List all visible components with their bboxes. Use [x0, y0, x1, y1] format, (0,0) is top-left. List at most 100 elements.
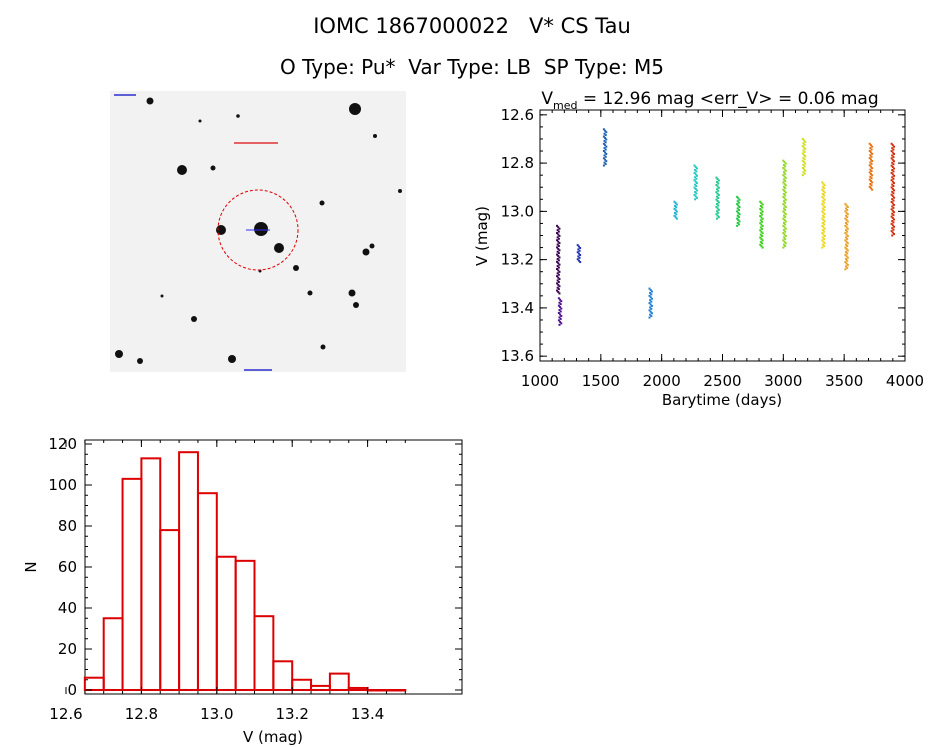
data-point [871, 181, 874, 184]
data-point [846, 206, 849, 209]
data-point [556, 229, 559, 232]
data-point [783, 175, 786, 178]
data-point [695, 192, 698, 195]
data-point [649, 296, 652, 299]
data-point [893, 152, 896, 155]
y-tick-label: 100 [48, 476, 77, 494]
data-point [891, 198, 894, 201]
data-point [822, 182, 825, 185]
data-point [559, 317, 562, 320]
data-point [782, 166, 785, 169]
data-point [893, 182, 896, 185]
data-point [759, 229, 762, 232]
data-point [759, 200, 762, 203]
data-point [892, 206, 895, 209]
data-point [783, 226, 786, 229]
data-point [557, 311, 560, 314]
data-point [891, 212, 894, 215]
data-point [802, 164, 805, 167]
data-point [556, 275, 559, 278]
data-point [605, 138, 608, 141]
data-point [695, 167, 698, 170]
data-point [782, 178, 785, 181]
data-point [869, 175, 872, 178]
data-point [845, 250, 847, 253]
data-point [737, 223, 740, 226]
data-point [761, 225, 764, 228]
x-tick-label: 13.4 [351, 705, 384, 723]
data-point [845, 233, 848, 236]
data-point [784, 191, 787, 194]
data-point [891, 219, 894, 222]
data-point [801, 145, 804, 148]
data-point [717, 204, 720, 207]
data-point [846, 208, 849, 211]
data-point [693, 186, 696, 189]
data-point [760, 209, 763, 212]
data-point [736, 195, 739, 198]
data-point [823, 216, 826, 219]
histogram-x-axis-label: V (mag) [243, 728, 303, 746]
data-point [891, 231, 894, 234]
data-point [784, 177, 787, 180]
data-point [557, 230, 560, 233]
data-point [892, 177, 895, 180]
data-point [579, 261, 582, 264]
data-point [674, 209, 677, 212]
data-point [846, 213, 849, 216]
data-point [822, 240, 825, 243]
star-field-stars [115, 97, 402, 364]
data-point [650, 315, 653, 318]
data-point [822, 219, 825, 222]
data-point [556, 236, 559, 239]
data-point [716, 200, 719, 203]
histogram-bar [196, 492, 218, 692]
data-point [579, 254, 582, 257]
data-point [869, 151, 872, 154]
data-point [556, 279, 559, 282]
data-point [759, 243, 762, 246]
data-point [557, 226, 560, 229]
data-point [823, 220, 826, 223]
data-point [821, 185, 824, 188]
data-point [603, 139, 606, 142]
data-point [761, 242, 764, 245]
histogram-bar [215, 555, 237, 691]
data-point [693, 171, 696, 174]
data-point [759, 219, 762, 222]
data-point [737, 216, 740, 219]
data-point [823, 234, 826, 237]
histogram-x-ticks: 12.6 12.8 13.0 13.2 13.4 [49, 440, 406, 723]
data-point [557, 288, 560, 291]
data-point [890, 186, 893, 189]
data-point [844, 239, 847, 242]
data-point [716, 202, 719, 205]
data-point [821, 181, 824, 184]
data-point [845, 236, 847, 239]
x-tick-label: 2000 [643, 372, 681, 390]
data-point [603, 161, 606, 164]
data-point [870, 162, 873, 165]
histogram-bar [328, 672, 350, 691]
data-point [650, 312, 653, 315]
data-point [870, 184, 873, 187]
data-point [890, 201, 893, 204]
data-point [784, 213, 787, 216]
data-point [823, 237, 826, 240]
data-point [737, 201, 740, 204]
data-point [890, 215, 893, 218]
data-point [783, 211, 786, 214]
data-point [890, 222, 893, 225]
data-point [604, 134, 607, 137]
data-point [891, 180, 894, 183]
data-point [784, 198, 787, 201]
data-point [868, 157, 871, 160]
data-point [844, 246, 847, 249]
light-curve-points [556, 128, 896, 326]
data-point [717, 201, 720, 204]
data-point [893, 196, 896, 199]
data-point [892, 221, 895, 224]
data-point [803, 153, 806, 156]
data-point [823, 191, 826, 194]
data-point [694, 188, 697, 191]
